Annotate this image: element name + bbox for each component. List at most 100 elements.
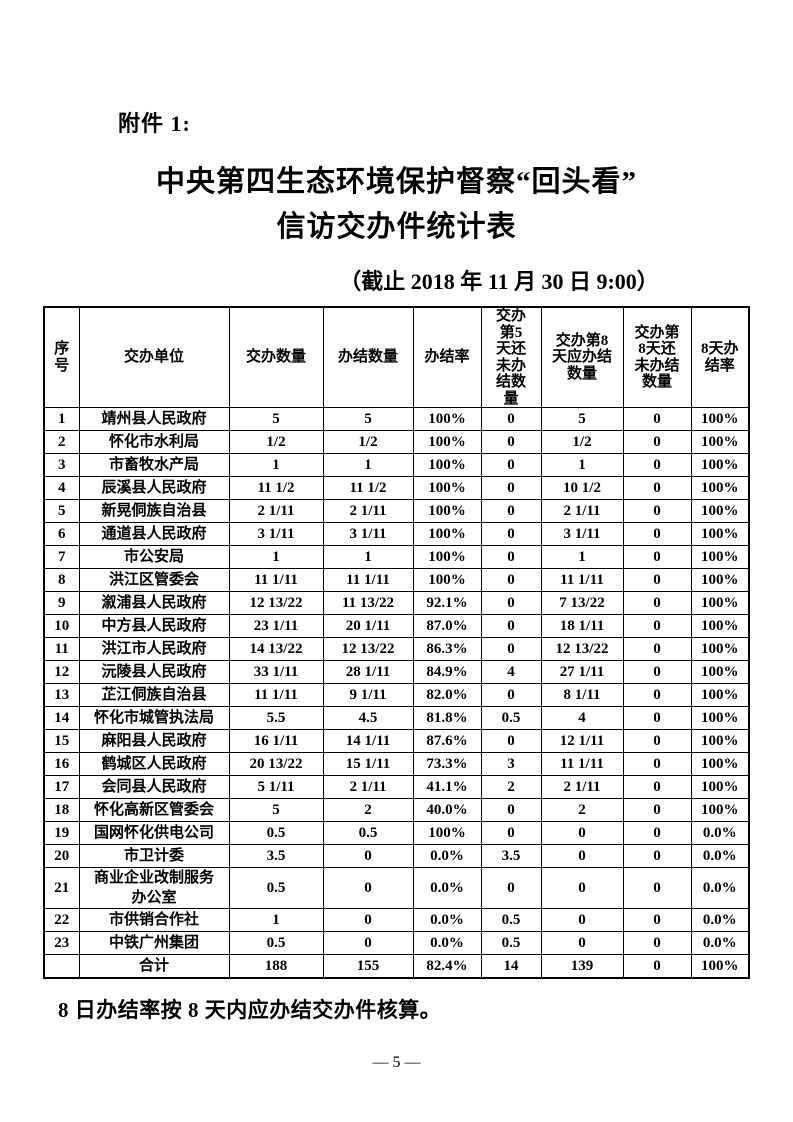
table-cell: 100% bbox=[690, 545, 750, 569]
header-cell-unit: 交办单位 bbox=[78, 306, 230, 408]
table-cell: 5 1/11 bbox=[228, 775, 324, 799]
table-row: 16 鹤城区人民政府 20 13/22 15 1/11 73.3% 3 11 1/11 0 10… bbox=[43, 752, 750, 776]
table-cell: 14 bbox=[43, 706, 80, 730]
table-cell: 2 bbox=[43, 430, 80, 454]
table-cell: 155 bbox=[322, 954, 414, 978]
table-cell: 18 1/11 bbox=[540, 614, 624, 638]
table-cell: 1 bbox=[228, 545, 324, 569]
table-cell: 4 bbox=[480, 660, 542, 684]
table-cell: 0 bbox=[622, 545, 692, 569]
table-row: 15 麻阳县人民政府 16 1/11 14 1/11 87.6% 0 12 1/11 0 100… bbox=[43, 729, 750, 753]
table-row: 13 芷江侗族自治县 11 1/11 9 1/11 82.0% 0 8 1/11 0 100% bbox=[43, 683, 750, 707]
table-cell: 100% bbox=[412, 407, 482, 431]
table-cell: 0 bbox=[622, 614, 692, 638]
attachment-label: 附件 1: bbox=[118, 111, 191, 136]
table-cell: 0 bbox=[622, 706, 692, 730]
table-cell: 洪江市人民政府 bbox=[78, 637, 230, 661]
table-row: 6 通道县人民政府 3 1/11 3 1/11 100% 0 3 1/11 0 100% bbox=[43, 522, 750, 546]
table-cell: 3.5 bbox=[228, 844, 324, 868]
table-cell: 靖州县人民政府 bbox=[78, 407, 230, 431]
table-cell: 0 bbox=[322, 908, 414, 932]
table-cell: 8 1/11 bbox=[540, 683, 624, 707]
table-cell: 0 bbox=[622, 407, 692, 431]
table-cell: 0.5 bbox=[228, 821, 324, 845]
table-cell: 23 bbox=[43, 931, 80, 955]
document-title-line1: 中央第四生态环境保护督察“回头看” bbox=[155, 166, 637, 198]
table-row: 18 怀化高新区管委会 5 2 40.0% 0 2 0 100% bbox=[43, 798, 750, 822]
table-cell: 0.5 bbox=[228, 931, 324, 955]
table-cell: 100% bbox=[412, 430, 482, 454]
header-cell-assigned-count: 交办数量 bbox=[228, 306, 324, 408]
table-cell: 27 1/11 bbox=[540, 660, 624, 684]
table-cell: 12 13/22 bbox=[540, 637, 624, 661]
table-cell: 7 bbox=[43, 545, 80, 569]
footnote: 8 日办结率按 8 天内应办结交办件核算。 bbox=[58, 997, 442, 1022]
table-cell: 0 bbox=[622, 683, 692, 707]
table-cell: 11 1/11 bbox=[228, 683, 324, 707]
table-cell: 5 bbox=[322, 407, 414, 431]
table-cell: 0 bbox=[622, 844, 692, 868]
table-cell: 100% bbox=[412, 453, 482, 477]
table-cell: 10 1/2 bbox=[540, 476, 624, 500]
table-cell: 21 bbox=[43, 867, 80, 909]
table-cell: 0 bbox=[622, 775, 692, 799]
table-cell: 20 1/11 bbox=[322, 614, 414, 638]
table-cell: 7 13/22 bbox=[540, 591, 624, 615]
table-cell: 100% bbox=[690, 591, 750, 615]
table-cell: 0 bbox=[622, 453, 692, 477]
table-cell: 0 bbox=[622, 522, 692, 546]
table-cell: 0.5 bbox=[480, 931, 542, 955]
table-cell: 0 bbox=[540, 821, 624, 845]
table-cell: 100% bbox=[690, 729, 750, 753]
table-cell: 11 1/2 bbox=[322, 476, 414, 500]
table-cell: 84.9% bbox=[412, 660, 482, 684]
table-cell: 2 1/11 bbox=[322, 499, 414, 523]
table-row: 11 洪江市人民政府 14 13/22 12 13/22 86.3% 0 12 13/22 0… bbox=[43, 637, 750, 661]
table-cell: 100% bbox=[690, 637, 750, 661]
table-cell: 0 bbox=[622, 931, 692, 955]
table-cell: 8 bbox=[43, 568, 80, 592]
table-cell: 11 1/11 bbox=[540, 568, 624, 592]
table-row: 23 中铁广州集团 0.5 0 0.0% 0.5 0 0 0.0% bbox=[43, 931, 750, 955]
table-cell: 82.0% bbox=[412, 683, 482, 707]
table-row: 22 市供销合作社 1 0 0.0% 0.5 0 0 0.0% bbox=[43, 908, 750, 932]
table-cell: 100% bbox=[690, 568, 750, 592]
table-cell: 4 bbox=[43, 476, 80, 500]
table-row: 10 中方县人民政府 23 1/11 20 1/11 87.0% 0 18 1/11 0 100… bbox=[43, 614, 750, 638]
table-cell: 100% bbox=[690, 476, 750, 500]
table-cell: 0 bbox=[622, 476, 692, 500]
table-cell: 0 bbox=[480, 798, 542, 822]
table-cell: 12 1/11 bbox=[540, 729, 624, 753]
table-cell: 1/2 bbox=[322, 430, 414, 454]
table-row: 12 沅陵县人民政府 33 1/11 28 1/11 84.9% 4 27 1/11 0 100… bbox=[43, 660, 750, 684]
table-cell: 市公安局 bbox=[78, 545, 230, 569]
table-cell: 11 1/11 bbox=[322, 568, 414, 592]
table-cell: 1 bbox=[540, 545, 624, 569]
table-cell: 5 bbox=[540, 407, 624, 431]
table-cell: 0 bbox=[480, 729, 542, 753]
table-cell: 0.5 bbox=[480, 706, 542, 730]
table-cell: 0 bbox=[480, 453, 542, 477]
table-cell: 0 bbox=[480, 683, 542, 707]
table-cell: 3 1/11 bbox=[228, 522, 324, 546]
table-cell: 0 bbox=[622, 908, 692, 932]
table-cell: 1/2 bbox=[228, 430, 324, 454]
table-cell: 0 bbox=[622, 729, 692, 753]
table-cell bbox=[43, 954, 80, 978]
table-cell: 9 bbox=[43, 591, 80, 615]
table-cell: 0 bbox=[480, 430, 542, 454]
table-cell: 12 13/22 bbox=[228, 591, 324, 615]
table-cell: 82.4% bbox=[412, 954, 482, 978]
table-cell: 0 bbox=[480, 568, 542, 592]
table-cell: 13 bbox=[43, 683, 80, 707]
header-cell-completed-count: 办结数量 bbox=[322, 306, 414, 408]
table-cell: 2 1/11 bbox=[228, 499, 324, 523]
table-cell: 15 1/11 bbox=[322, 752, 414, 776]
table-cell: 0 bbox=[480, 545, 542, 569]
table-cell: 100% bbox=[690, 775, 750, 799]
table-cell: 23 1/11 bbox=[228, 614, 324, 638]
table-cell: 10 bbox=[43, 614, 80, 638]
table-cell: 41.1% bbox=[412, 775, 482, 799]
table-cell: 86.3% bbox=[412, 637, 482, 661]
table-cell: 100% bbox=[690, 752, 750, 776]
